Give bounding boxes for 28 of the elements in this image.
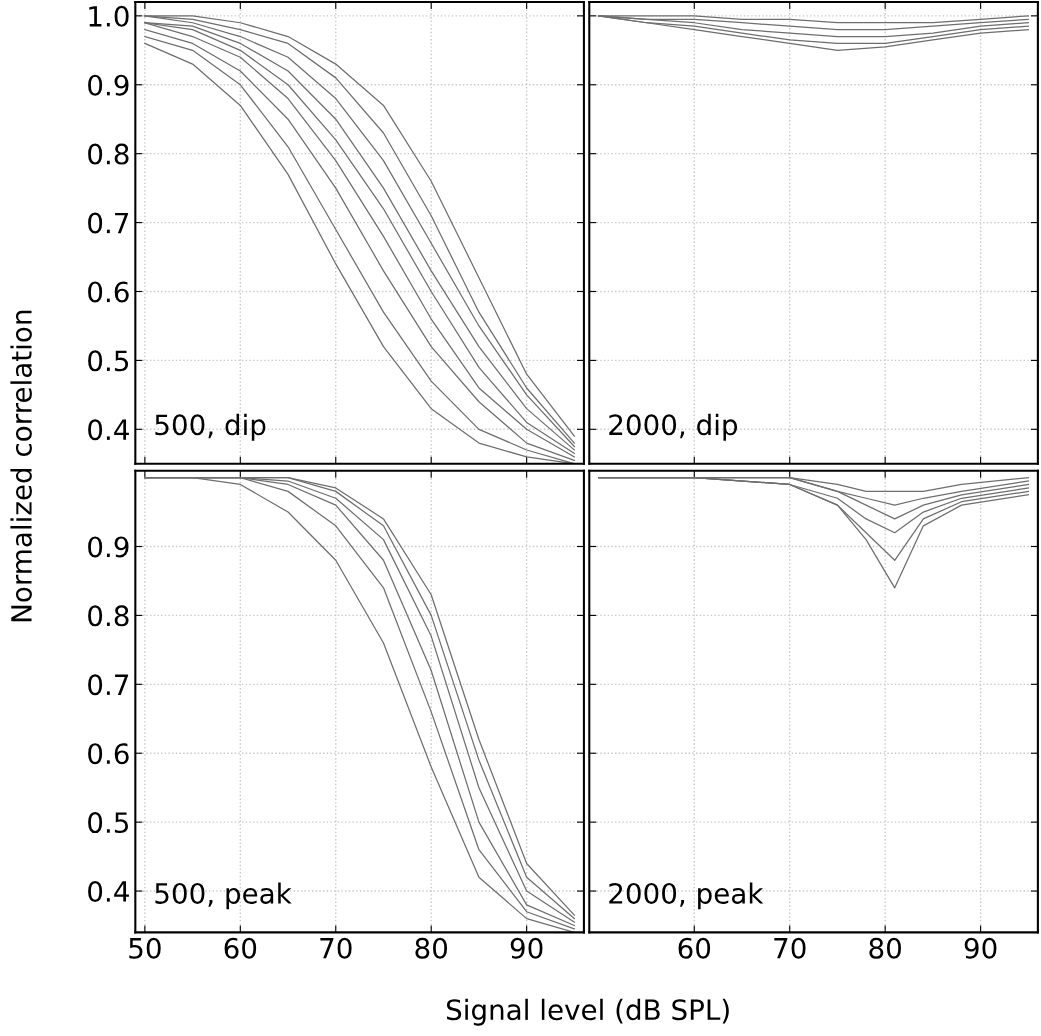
annotation: 500, peak [155,882,292,910]
y-tick-label: 1.0 [89,5,129,27]
x-tick-label: 90 [964,937,997,959]
y-tick-label: 0.9 [88,74,129,96]
x-tick-label: 70 [320,937,352,959]
x-tick-label: 70 [774,937,806,959]
x-tick-label: 80 [869,937,901,959]
y-tick-label: 0.7 [88,674,129,696]
y-axis-title: Normalized correlation [10,310,32,622]
y-tick-label: 0.7 [88,212,129,234]
x-tick-label: 90 [510,937,543,959]
x-tick-label: 60 [678,937,711,959]
y-tick-label: 0.8 [88,605,129,627]
y-tick-label: 0.5 [88,350,129,372]
y-tick-label: 0.6 [88,281,129,303]
y-tick-label: 0.8 [88,143,129,165]
x-tick-label: 50 [129,937,161,959]
annotation: 2000, peak [609,882,764,910]
y-tick-label: 0.5 [88,812,129,834]
annotation: 500, dip [155,413,266,441]
annotation: 2000, dip [609,413,738,441]
y-tick-label: 0.9 [88,536,129,558]
y-tick-label: 0.4 [88,419,129,441]
x-tick-label: 80 [415,937,448,959]
x-tick-label: 60 [224,937,257,959]
x-axis-title: Signal level (dB SPL) [446,998,729,1026]
y-tick-label: 0.4 [88,880,129,902]
y-tick-label: 0.6 [88,743,129,765]
